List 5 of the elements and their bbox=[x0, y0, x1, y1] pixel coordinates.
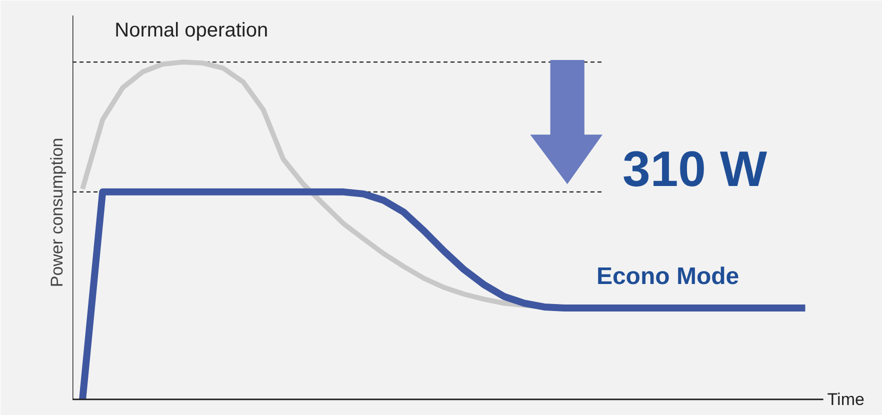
y-axis-title: Power consumption bbox=[48, 138, 66, 288]
x-axis-title: Time bbox=[827, 390, 864, 409]
series-label: Econo Mode bbox=[596, 262, 740, 290]
series-label: Normal operation bbox=[114, 19, 268, 42]
annotation: 310 W bbox=[622, 140, 768, 197]
